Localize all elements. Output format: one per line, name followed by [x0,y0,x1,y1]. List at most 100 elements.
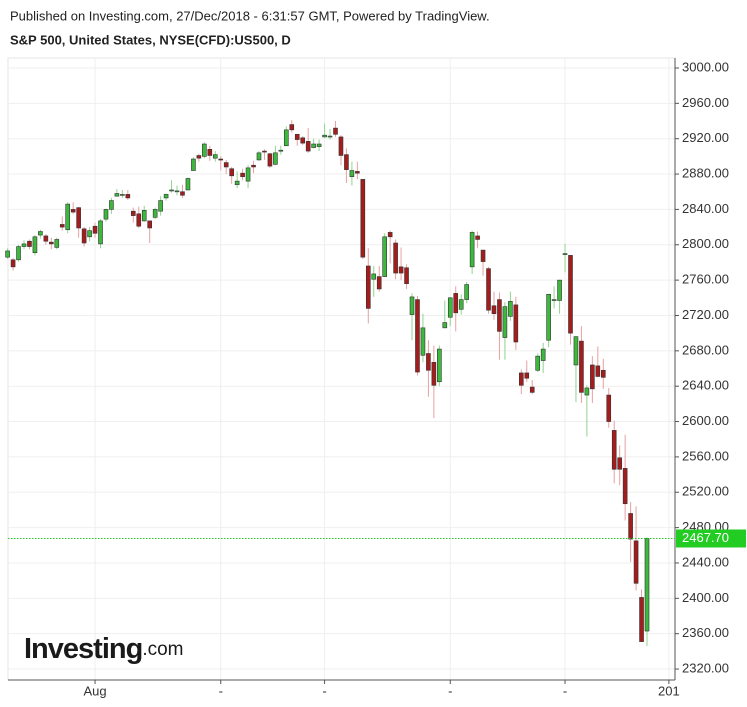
candle-body [185,178,191,191]
candle-body [529,386,535,393]
candle-body [76,207,81,229]
candle-body [196,155,202,159]
candle-body [311,143,316,148]
y-tick-label: 2320.00 [682,660,729,675]
candle-body [218,158,224,161]
candle-body [513,304,519,343]
candle-body [152,209,158,218]
candle-body [278,149,284,152]
last-price-label: 2467.70 [682,530,729,545]
candle-body [158,200,163,212]
candle-body [32,236,38,254]
candle-body [415,299,420,373]
candle-body [617,457,622,470]
candle-body [207,149,213,156]
y-tick-label: 2880.00 [682,165,729,180]
x-tick-label: 201 [658,683,680,698]
candle-body [136,213,142,227]
candle-body [431,362,437,386]
candle-body [267,153,273,167]
y-tick-label: 2720.00 [682,307,729,322]
candle-body [622,468,628,505]
candle-body [551,299,557,301]
candle-body [81,228,87,244]
y-tick-label: 2400.00 [682,590,729,605]
logo-suffix: .com [142,639,183,660]
candle-body [125,194,131,199]
x-tick-label: - [322,683,326,698]
candle-body [579,340,584,393]
candle-body [502,306,508,338]
candles [5,120,650,647]
candle-body [191,158,196,171]
candle-body [633,540,639,584]
candle-body [426,353,431,371]
candle-body [333,127,338,135]
candle-body [305,141,311,152]
y-tick-label: 2840.00 [682,201,729,216]
candle-body [229,168,234,177]
candle-body [573,336,579,366]
candle-body [273,152,278,165]
candle-body [382,236,387,277]
candle-body [10,259,16,268]
candle-body [486,268,491,311]
candle-body [114,193,120,197]
candle-body [163,194,169,199]
candle-body [365,265,371,309]
candle-body [524,372,530,379]
candle-body [202,143,207,157]
x-tick-label: - [448,683,452,698]
candle-body [322,134,327,138]
candle-body [262,150,267,153]
logo: Investing.com [24,633,184,665]
candle-body [437,348,442,383]
candle-body [92,225,98,234]
candle-body [344,154,349,170]
candle-body [147,220,152,229]
candle-body [141,209,147,222]
candle-body [355,171,360,174]
candle-body [393,242,398,274]
candle-body [180,191,185,196]
candle-body [234,180,240,185]
candle-body [87,230,92,238]
logo-main: Investing [24,633,142,665]
candle-body [16,246,21,261]
candle-body [212,154,218,159]
y-tick-label: 2760.00 [682,272,729,287]
candle-body [376,276,382,290]
candle-body [59,224,65,228]
candle-body [284,129,289,147]
candle-body [546,293,551,341]
y-tick-label: 2800.00 [682,236,729,251]
candle-body [70,209,76,213]
candle-body [223,162,229,168]
chart-title: S&P 500, United States, NYSE(CFD):US500,… [10,32,291,47]
candle-body [409,296,415,315]
candle-body [628,513,633,540]
candle-body [169,189,174,192]
candle-body [43,235,49,242]
y-tick-label: 2960.00 [682,95,729,110]
candle-body [256,152,262,161]
candle-body [387,232,393,238]
candle-body [519,372,524,386]
candle-body [590,364,595,390]
candle-body [371,273,377,280]
candle-body [251,164,256,168]
candle-body [447,297,453,318]
candle-body [300,137,306,144]
candle-body [245,167,251,182]
candle-body [469,232,475,268]
candle-body [595,365,601,377]
candle-body [65,203,71,231]
y-tick-label: 2920.00 [682,130,729,145]
y-tick-label: 2360.00 [682,625,729,640]
candle-body [404,267,409,284]
y-tick-label: 2600.00 [682,413,729,428]
candle-body [458,299,464,310]
candle-body [584,387,590,396]
candle-body [535,355,541,371]
candle-body [240,172,245,178]
